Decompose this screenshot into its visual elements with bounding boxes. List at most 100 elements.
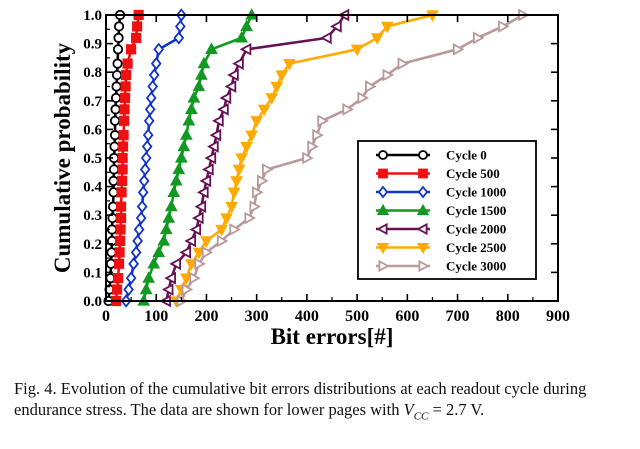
data-point	[312, 128, 324, 142]
data-point	[217, 103, 229, 116]
data-point	[139, 162, 151, 177]
data-point	[397, 57, 410, 70]
data-point	[191, 211, 204, 225]
data-point	[116, 175, 128, 186]
data-point	[220, 213, 233, 225]
data-point	[192, 247, 206, 260]
data-point	[232, 57, 244, 70]
data-point	[133, 222, 145, 237]
data-point	[150, 56, 162, 71]
data-point	[118, 130, 129, 141]
data-point	[317, 114, 329, 128]
x-tick-label: 600	[395, 308, 419, 325]
legend-marker	[377, 185, 389, 199]
data-point	[224, 80, 237, 93]
legend-entry: Cycle 0	[376, 148, 487, 163]
data-point	[202, 163, 214, 176]
data-point	[244, 211, 257, 225]
legend-marker	[416, 222, 428, 236]
data-point	[207, 140, 219, 153]
data-point	[265, 93, 279, 105]
y-tick-label: 0.0	[83, 294, 102, 310]
data-point	[219, 91, 232, 105]
data-point	[118, 115, 130, 126]
data-point	[342, 103, 354, 116]
data-point	[164, 199, 178, 212]
data-point	[215, 224, 228, 237]
data-point	[110, 104, 121, 115]
data-point	[137, 185, 149, 200]
data-point	[141, 139, 153, 154]
legend-marker	[378, 168, 388, 179]
data-point	[139, 282, 153, 295]
legend-marker	[418, 259, 430, 273]
legend-entry: Cycle 2000	[376, 222, 506, 237]
x-tick-label: 700	[446, 308, 470, 325]
data-point	[257, 104, 271, 117]
legend-marker	[376, 242, 390, 255]
data-point	[200, 236, 213, 248]
data-point	[197, 56, 211, 69]
data-point	[111, 81, 122, 92]
data-point	[144, 102, 156, 117]
data-point	[111, 69, 123, 81]
data-point	[113, 258, 125, 269]
series-line	[142, 14, 253, 302]
data-point	[194, 257, 206, 271]
data-point	[212, 114, 224, 128]
data-point	[195, 68, 208, 80]
data-point	[179, 246, 192, 259]
data-point	[201, 246, 214, 259]
data-point	[307, 140, 319, 153]
data-point	[197, 185, 209, 199]
legend-marker	[416, 203, 430, 216]
data-point	[302, 151, 314, 165]
data-point	[114, 247, 125, 258]
data-point	[239, 42, 252, 56]
data-point	[142, 271, 156, 283]
data-point	[181, 283, 194, 296]
data-point	[240, 141, 253, 154]
legend-label: Cycle 2000	[446, 222, 506, 237]
data-point	[147, 79, 159, 94]
data-point	[194, 200, 207, 213]
data-point	[117, 152, 128, 164]
data-point	[169, 173, 183, 186]
data-point	[119, 92, 131, 104]
data-point	[157, 234, 171, 246]
data-point	[169, 257, 181, 271]
y-tick-label: 0.2	[83, 237, 102, 253]
legend-label: Cycle 3000	[446, 259, 506, 274]
data-point	[262, 163, 274, 176]
legend-marker	[376, 222, 388, 236]
data-point	[235, 153, 248, 165]
legend-entry: Cycle 3000	[376, 259, 506, 274]
data-point	[177, 139, 191, 152]
data-point	[370, 33, 384, 45]
legend: Cycle 0 Cycle 500 Cycle 1000 Cycle 1500 Cycl…	[357, 140, 537, 280]
data-point	[117, 164, 128, 175]
legend-entry: Cycle 1000	[376, 185, 506, 200]
data-point	[189, 271, 201, 285]
y-tick-label: 1.0	[83, 8, 102, 24]
data-point	[119, 104, 130, 115]
x-tick-label: 800	[496, 308, 520, 325]
data-point	[164, 271, 176, 285]
x-tick-label: 0	[102, 308, 110, 325]
axes: 0 100 200 300 400 500 600 700 800 900 0.0 0.1 0.2 0.3…	[50, 8, 570, 349]
data-point	[251, 185, 264, 199]
plot-area	[103, 8, 530, 308]
data-point	[249, 200, 262, 213]
data-point	[184, 234, 197, 248]
series-cycle-1500	[137, 8, 258, 306]
data-point	[113, 32, 124, 43]
series-cycle-500	[110, 9, 144, 307]
x-tick-label: 900	[546, 308, 570, 325]
data-point	[120, 81, 131, 92]
legend-marker	[418, 168, 428, 179]
series-cycle-1000	[120, 8, 187, 308]
legend-marker	[416, 242, 430, 255]
data-point	[159, 222, 173, 235]
data-point	[330, 20, 342, 33]
y-tick-label: 0.8	[83, 65, 102, 81]
